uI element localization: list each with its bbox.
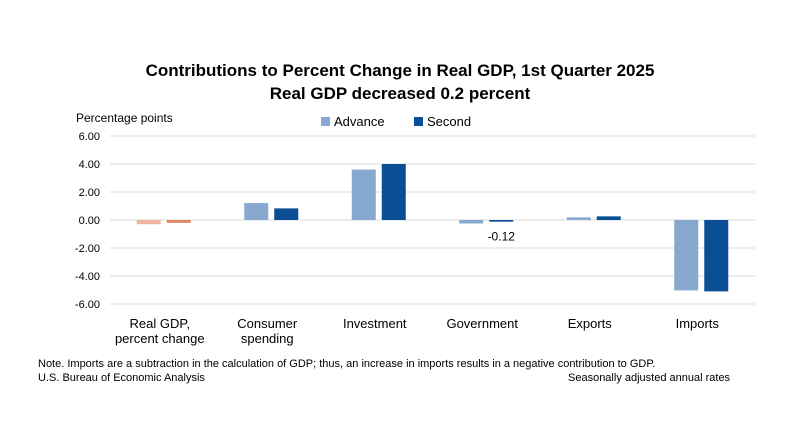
x-tick-label: percent change — [115, 331, 205, 346]
data-label: -0.12 — [488, 230, 516, 244]
legend-swatch-second — [414, 117, 423, 126]
y-tick-label: 0.00 — [79, 215, 100, 227]
x-tick-label: Consumer — [237, 316, 298, 331]
bar-advance-0 — [136, 220, 161, 225]
gridlines — [110, 135, 755, 305]
y-tick-label: -4.00 — [75, 271, 100, 283]
x-tick-label: Government — [446, 316, 518, 331]
y-tick-label: 4.00 — [79, 159, 100, 171]
x-tick-label: Exports — [568, 316, 613, 331]
legend-label-advance: Advance — [334, 114, 385, 129]
x-tick-label: Imports — [676, 316, 720, 331]
y-axis-label: Percentage points — [76, 111, 173, 125]
bar-advance-5 — [674, 220, 699, 291]
x-tick-label: Investment — [343, 316, 407, 331]
source-note: U.S. Bureau of Economic Analysis — [38, 372, 205, 384]
rates-note: Seasonally adjusted annual rates — [568, 372, 731, 384]
legend: Advance Second — [321, 114, 471, 129]
bar-second-2 — [381, 164, 406, 220]
y-tick-label: 6.00 — [79, 131, 100, 143]
legend-label-second: Second — [427, 114, 471, 129]
bar-second-0 — [166, 220, 191, 223]
bar-second-1 — [274, 208, 299, 220]
y-tick-label: -2.00 — [75, 243, 100, 255]
chart-subtitle: Real GDP decreased 0.2 percent — [270, 84, 531, 103]
chart-note: Note. Imports are a subtraction in the c… — [38, 358, 656, 370]
data-labels: -0.12 — [488, 230, 516, 244]
bar-second-5 — [704, 220, 729, 292]
bar-advance-4 — [566, 217, 591, 220]
chart-title: Contributions to Percent Change in Real … — [146, 61, 655, 80]
y-tick-label: 2.00 — [79, 187, 100, 199]
legend-swatch-advance — [321, 117, 330, 126]
bar-advance-3 — [459, 220, 484, 224]
x-tick-label: spending — [241, 331, 294, 346]
bar-second-4 — [596, 216, 621, 220]
x-tick-label: Real GDP, — [130, 316, 190, 331]
bars — [136, 164, 729, 292]
bar-advance-2 — [351, 169, 376, 220]
bar-advance-1 — [244, 203, 269, 220]
y-axis-ticks: 6.00 4.00 2.00 0.00 -2.00 -4.00 -6.00 — [75, 131, 100, 311]
bar-second-3 — [489, 220, 514, 222]
y-tick-label: -6.00 — [75, 299, 100, 311]
